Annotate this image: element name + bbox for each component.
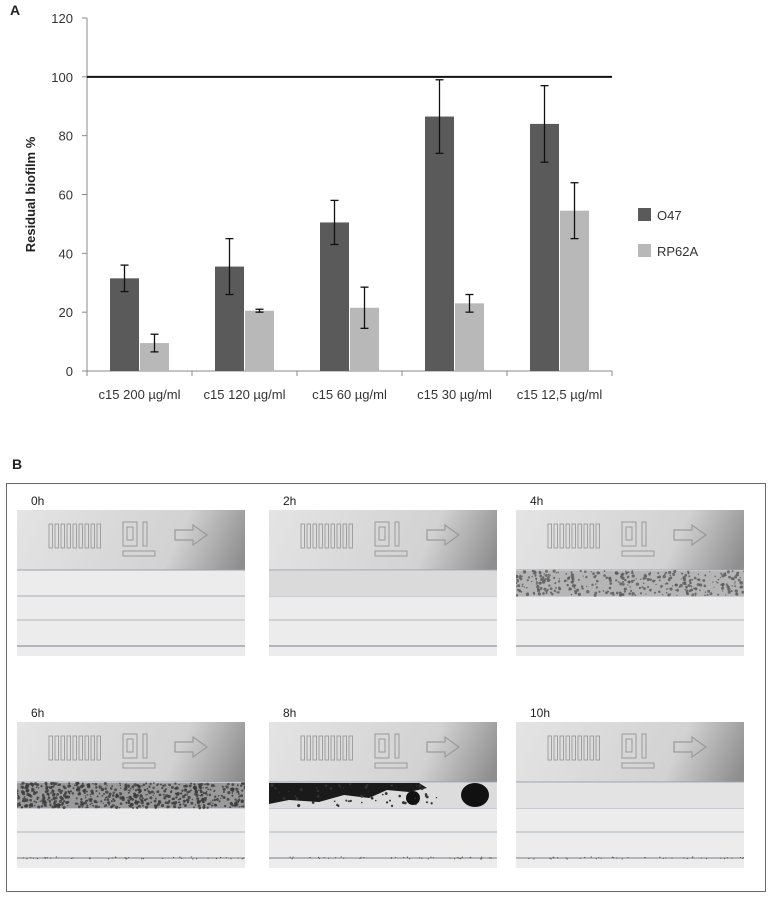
error-bar bbox=[435, 79, 444, 154]
timelapse-frame: 4h bbox=[516, 492, 744, 656]
frame-label: 0h bbox=[31, 494, 45, 508]
y-tick-label: 0 bbox=[66, 364, 73, 379]
timelapse-frame: 6h bbox=[17, 704, 245, 868]
timelapse-frame: 8h bbox=[269, 704, 497, 868]
legend-label-o47: O47 bbox=[657, 208, 682, 223]
frame-label: 4h bbox=[530, 494, 544, 508]
error-bar bbox=[120, 264, 129, 293]
microchannel-image bbox=[17, 722, 245, 868]
x-tick-label: c15 30 µg/ml bbox=[417, 387, 492, 402]
microchannel-image bbox=[269, 510, 497, 656]
bar-o47 bbox=[320, 222, 349, 371]
bar-o47 bbox=[110, 278, 139, 371]
error-bar bbox=[465, 293, 474, 313]
y-axis-label: Residual biofilm % bbox=[23, 136, 38, 252]
bar-o47 bbox=[530, 123, 559, 372]
error-bar bbox=[570, 182, 579, 240]
y-tick-label: 80 bbox=[59, 129, 73, 144]
y-tick-label: 120 bbox=[51, 11, 73, 26]
frame-label: 2h bbox=[283, 494, 297, 508]
bar-rp62a bbox=[245, 310, 274, 371]
frame-label: 8h bbox=[283, 706, 297, 720]
error-bar bbox=[150, 333, 159, 353]
x-tick-label: c15 60 µg/ml bbox=[312, 387, 387, 402]
legend-swatch-rp62a bbox=[638, 244, 651, 257]
microchannel-image bbox=[516, 722, 744, 868]
timelapse-frame: 2h bbox=[269, 492, 497, 656]
bar-o47 bbox=[425, 116, 454, 371]
legend-swatch-o47 bbox=[638, 208, 651, 221]
timelapse-panel: 0h 2h 4h 6h 8h 10h bbox=[6, 483, 766, 892]
timelapse-frame: 10h bbox=[516, 704, 744, 868]
frame-label: 6h bbox=[31, 706, 45, 720]
timelapse-frame: 0h bbox=[17, 492, 245, 656]
y-tick-label: 60 bbox=[59, 188, 73, 203]
microchannel-image bbox=[17, 510, 245, 656]
microchannel-image bbox=[516, 510, 744, 656]
frame-label: 10h bbox=[530, 706, 551, 720]
bar-rp62a bbox=[455, 303, 484, 371]
panel-label-a: A bbox=[10, 2, 21, 18]
y-tick-label: 100 bbox=[51, 70, 73, 85]
error-bar bbox=[330, 199, 339, 246]
x-tick-label: c15 12,5 µg/ml bbox=[517, 387, 603, 402]
x-tick-label: c15 200 µg/ml bbox=[99, 387, 181, 402]
error-bar bbox=[360, 286, 369, 329]
error-bar bbox=[255, 308, 264, 313]
y-tick-label: 40 bbox=[59, 246, 73, 261]
microchannel-image bbox=[269, 722, 497, 868]
error-bar bbox=[225, 237, 234, 296]
bar-chart: 0 20 40 60 80 100 120 c15 200 µg/ml c15 120 µg/m… bbox=[23, 11, 699, 402]
panel-label-b: B bbox=[12, 456, 23, 472]
error-bar bbox=[540, 85, 549, 163]
y-tick-label: 20 bbox=[59, 305, 73, 320]
x-tick-label: c15 120 µg/ml bbox=[204, 387, 286, 402]
legend-label-rp62a: RP62A bbox=[657, 244, 699, 259]
